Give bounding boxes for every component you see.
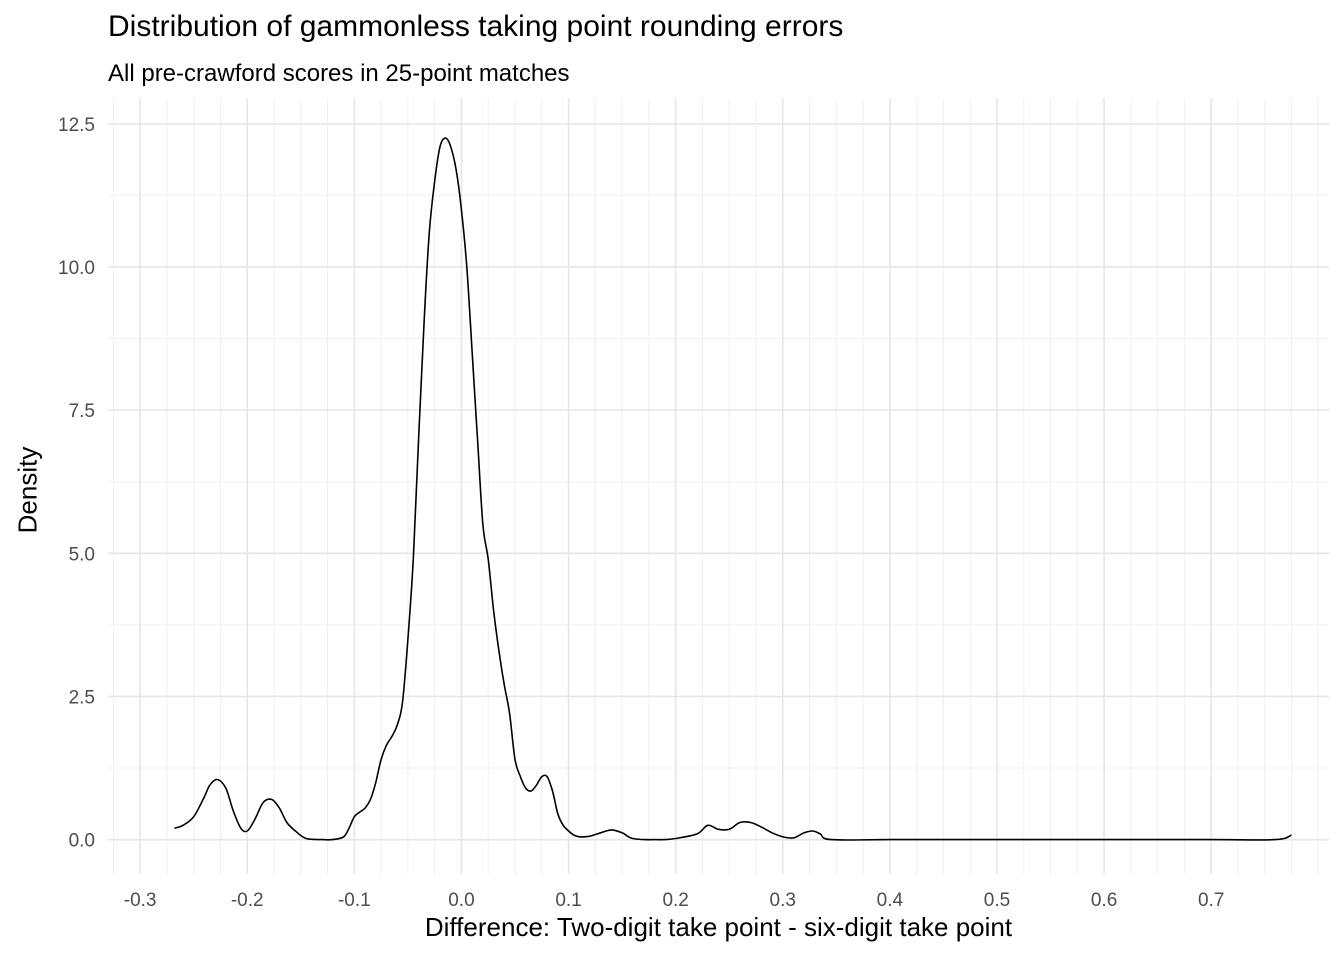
x-tick-label: -0.2 [231, 890, 264, 911]
chart-title: Distribution of gammonless taking point … [108, 10, 844, 43]
x-tick-label: 0.7 [1198, 890, 1224, 911]
y-axis-label: Density [12, 446, 43, 534]
x-tick-label: -0.1 [338, 890, 371, 911]
y-tick-label: 5.0 [69, 544, 95, 565]
series-layer [174, 137, 1292, 841]
y-tick-label: 0.0 [69, 831, 95, 852]
x-axis-ticks: -0.3 -0.2 -0.1 0.0 0.1 0.2 0.3 0.4 0.5 0.6 0.7 [124, 890, 1225, 911]
minor-gridlines [108, 98, 1329, 874]
x-axis-label: Difference: Two-digit take point - six-d… [424, 912, 1013, 942]
x-tick-label: 0.4 [877, 890, 904, 911]
x-tick-label: 0.0 [448, 890, 474, 911]
y-tick-label: 7.5 [69, 401, 95, 422]
major-gridlines [108, 98, 1329, 874]
x-tick-label: 0.5 [984, 890, 1010, 911]
y-tick-label: 10.0 [58, 258, 95, 279]
y-tick-label: 2.5 [69, 687, 95, 708]
x-tick-label: 0.6 [1091, 890, 1117, 911]
y-tick-label: 12.5 [58, 115, 95, 136]
x-tick-label: 0.3 [770, 890, 796, 911]
x-tick-label: 0.1 [555, 890, 581, 911]
y-axis-ticks: 0.0 2.5 5.0 7.5 10.0 12.5 [58, 115, 95, 852]
x-tick-label: -0.3 [124, 890, 157, 911]
density-curve [174, 137, 1292, 841]
chart-subtitle: All pre-crawford scores in 25-point matc… [108, 60, 570, 87]
x-tick-label: 0.2 [662, 890, 688, 911]
